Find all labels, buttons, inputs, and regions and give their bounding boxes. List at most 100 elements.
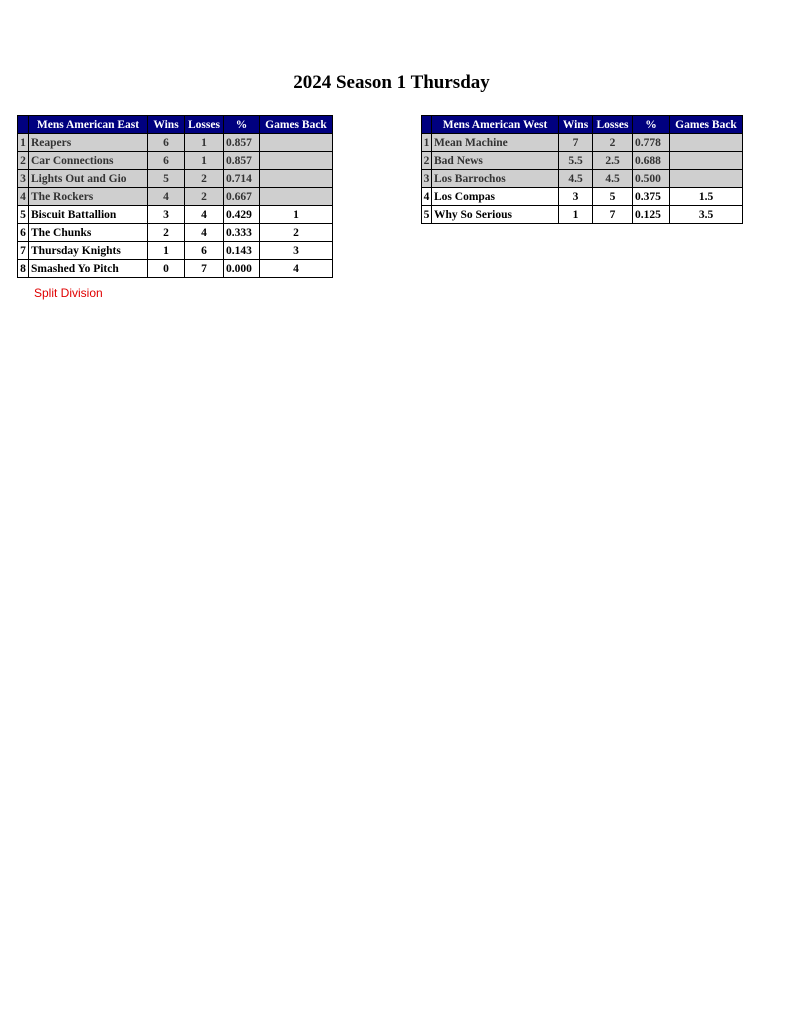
- losses-cell: 7: [592, 205, 633, 224]
- losses-cell: 4: [184, 205, 224, 224]
- split-division-note: Split Division: [34, 286, 103, 300]
- wins-cell: 1: [558, 205, 593, 224]
- table-row: 3 Lights Out and Gio 5 2 0.714: [17, 169, 333, 188]
- losses-cell: 1: [184, 133, 224, 152]
- pct-header: %: [632, 115, 670, 134]
- pct-cell: 0.778: [632, 133, 670, 152]
- team-cell: Bad News: [431, 151, 559, 170]
- team-cell: Smashed Yo Pitch: [28, 259, 148, 278]
- team-cell: Reapers: [28, 133, 148, 152]
- wins-cell: 4.5: [558, 169, 593, 188]
- pct-cell: 0.857: [223, 151, 260, 170]
- games-back-cell: [259, 151, 333, 170]
- pct-header: %: [223, 115, 260, 134]
- wins-cell: 1: [147, 241, 185, 260]
- table-row: 3 Los Barrochos 4.5 4.5 0.500: [421, 169, 743, 188]
- table-row: 7 Thursday Knights 1 6 0.143 3: [17, 241, 333, 260]
- table-row: 2 Car Connections 6 1 0.857: [17, 151, 333, 170]
- pct-cell: 0.500: [632, 169, 670, 188]
- losses-cell: 2: [184, 187, 224, 206]
- rank-cell: 3: [421, 169, 432, 188]
- losses-header: Losses: [592, 115, 633, 134]
- losses-cell: 4.5: [592, 169, 633, 188]
- pct-cell: 0.125: [632, 205, 670, 224]
- table-header: Mens American East Wins Losses % Games B…: [17, 115, 333, 134]
- team-cell: Thursday Knights: [28, 241, 148, 260]
- losses-header: Losses: [184, 115, 224, 134]
- wins-cell: 4: [147, 187, 185, 206]
- rank-header: [17, 115, 29, 134]
- wins-cell: 6: [147, 151, 185, 170]
- losses-cell: 2.5: [592, 151, 633, 170]
- pct-cell: 0.688: [632, 151, 670, 170]
- wins-cell: 0: [147, 259, 185, 278]
- division-header: Mens American West: [431, 115, 559, 134]
- games-back-cell: [259, 169, 333, 188]
- pct-cell: 0.143: [223, 241, 260, 260]
- games-back-cell: 4: [259, 259, 333, 278]
- pct-cell: 0.333: [223, 223, 260, 242]
- losses-cell: 6: [184, 241, 224, 260]
- table-row: 2 Bad News 5.5 2.5 0.688: [421, 151, 743, 170]
- wins-header: Wins: [558, 115, 593, 134]
- rank-cell: 5: [17, 205, 29, 224]
- pct-cell: 0.375: [632, 187, 670, 206]
- games-back-cell: [669, 133, 743, 152]
- team-cell: Why So Serious: [431, 205, 559, 224]
- rank-cell: 6: [17, 223, 29, 242]
- team-cell: Biscuit Battallion: [28, 205, 148, 224]
- rank-cell: 1: [421, 133, 432, 152]
- rank-header: [421, 115, 432, 134]
- table-row: 5 Biscuit Battallion 3 4 0.429 1: [17, 205, 333, 224]
- games-back-header: Games Back: [259, 115, 333, 134]
- wins-cell: 3: [147, 205, 185, 224]
- games-back-cell: [669, 169, 743, 188]
- table-row: 1 Mean Machine 7 2 0.778: [421, 133, 743, 152]
- pct-cell: 0.667: [223, 187, 260, 206]
- team-cell: Los Compas: [431, 187, 559, 206]
- games-back-header: Games Back: [669, 115, 743, 134]
- games-back-cell: 2: [259, 223, 333, 242]
- wins-cell: 3: [558, 187, 593, 206]
- table-row: 4 Los Compas 3 5 0.375 1.5: [421, 187, 743, 206]
- team-cell: The Rockers: [28, 187, 148, 206]
- wins-cell: 2: [147, 223, 185, 242]
- team-cell: Los Barrochos: [431, 169, 559, 188]
- team-cell: Lights Out and Gio: [28, 169, 148, 188]
- rank-cell: 2: [421, 151, 432, 170]
- rank-cell: 8: [17, 259, 29, 278]
- rank-cell: 2: [17, 151, 29, 170]
- rank-cell: 7: [17, 241, 29, 260]
- standings-table-east: Mens American East Wins Losses % Games B…: [17, 115, 333, 278]
- rank-cell: 4: [421, 187, 432, 206]
- losses-cell: 4: [184, 223, 224, 242]
- wins-cell: 6: [147, 133, 185, 152]
- table-row: 1 Reapers 6 1 0.857: [17, 133, 333, 152]
- table-row: 5 Why So Serious 1 7 0.125 3.5: [421, 205, 743, 224]
- table-row: 4 The Rockers 4 2 0.667: [17, 187, 333, 206]
- rank-cell: 4: [17, 187, 29, 206]
- table-header: Mens American West Wins Losses % Games B…: [421, 115, 743, 134]
- table-row: 6 The Chunks 2 4 0.333 2: [17, 223, 333, 242]
- pct-cell: 0.857: [223, 133, 260, 152]
- wins-cell: 5: [147, 169, 185, 188]
- wins-cell: 5.5: [558, 151, 593, 170]
- losses-cell: 2: [184, 169, 224, 188]
- rank-cell: 5: [421, 205, 432, 224]
- losses-cell: 7: [184, 259, 224, 278]
- pct-cell: 0.714: [223, 169, 260, 188]
- pct-cell: 0.429: [223, 205, 260, 224]
- table-row: 8 Smashed Yo Pitch 0 7 0.000 4: [17, 259, 333, 278]
- games-back-cell: 1.5: [669, 187, 743, 206]
- games-back-cell: [259, 187, 333, 206]
- games-back-cell: 1: [259, 205, 333, 224]
- division-header: Mens American East: [28, 115, 148, 134]
- page-title: 2024 Season 1 Thursday: [293, 72, 490, 93]
- wins-header: Wins: [147, 115, 185, 134]
- games-back-cell: 3.5: [669, 205, 743, 224]
- games-back-cell: 3: [259, 241, 333, 260]
- wins-cell: 7: [558, 133, 593, 152]
- team-cell: The Chunks: [28, 223, 148, 242]
- games-back-cell: [259, 133, 333, 152]
- losses-cell: 2: [592, 133, 633, 152]
